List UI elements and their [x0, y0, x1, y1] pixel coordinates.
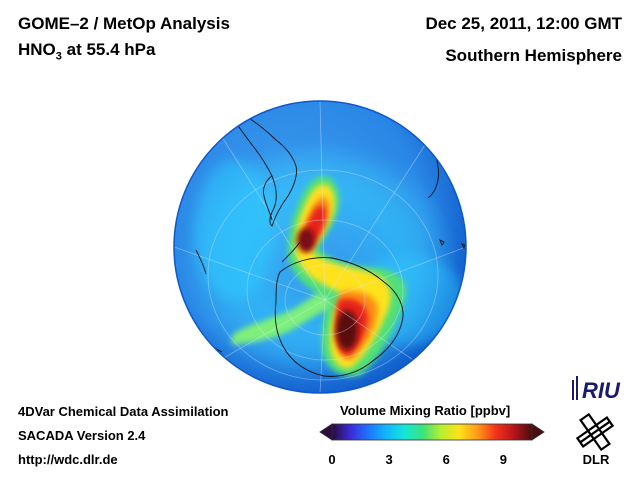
footer-link[interactable]: http://wdc.dlr.de [18, 452, 118, 467]
colorbar [319, 423, 545, 441]
riu-logo-text: RIU [582, 378, 621, 403]
max-zone [297, 228, 358, 350]
colorbar-tick-6: 6 [442, 452, 450, 467]
colorbar-left-arrow [319, 423, 333, 441]
map-title: GOME–2 / MetOp Analysis [18, 14, 230, 33]
globe-rim [173, 100, 467, 394]
region-label: Southern Hemisphere [445, 46, 622, 65]
pressure-level: at 55.4 hPa [61, 40, 156, 59]
species-subscript: 3 [55, 50, 62, 63]
colorbar-tick-3: 3 [385, 452, 393, 467]
species-name: HNO [18, 40, 56, 59]
colorbar-right-arrow [531, 423, 545, 441]
map-subtitle: HNO3 at 55.4 hPa [18, 40, 155, 62]
dlr-logo-text: DLR [583, 452, 610, 467]
footer-line-2: SACADA Version 2.4 [18, 428, 146, 443]
colorbar-tick-0: 0 [328, 452, 336, 467]
riu-logo: RIU [572, 376, 621, 403]
colorbar-title: Volume Mixing Ratio [ppbv] [340, 403, 511, 418]
colorbar-tick-9: 9 [499, 452, 508, 467]
footer-line-1: 4DVar Chemical Data Assimilation [18, 404, 229, 419]
colorbar-bar [331, 423, 533, 441]
datetime-label: Dec 25, 2011, 12:00 GMT [425, 14, 622, 33]
dlr-logo: DLR [575, 412, 615, 467]
